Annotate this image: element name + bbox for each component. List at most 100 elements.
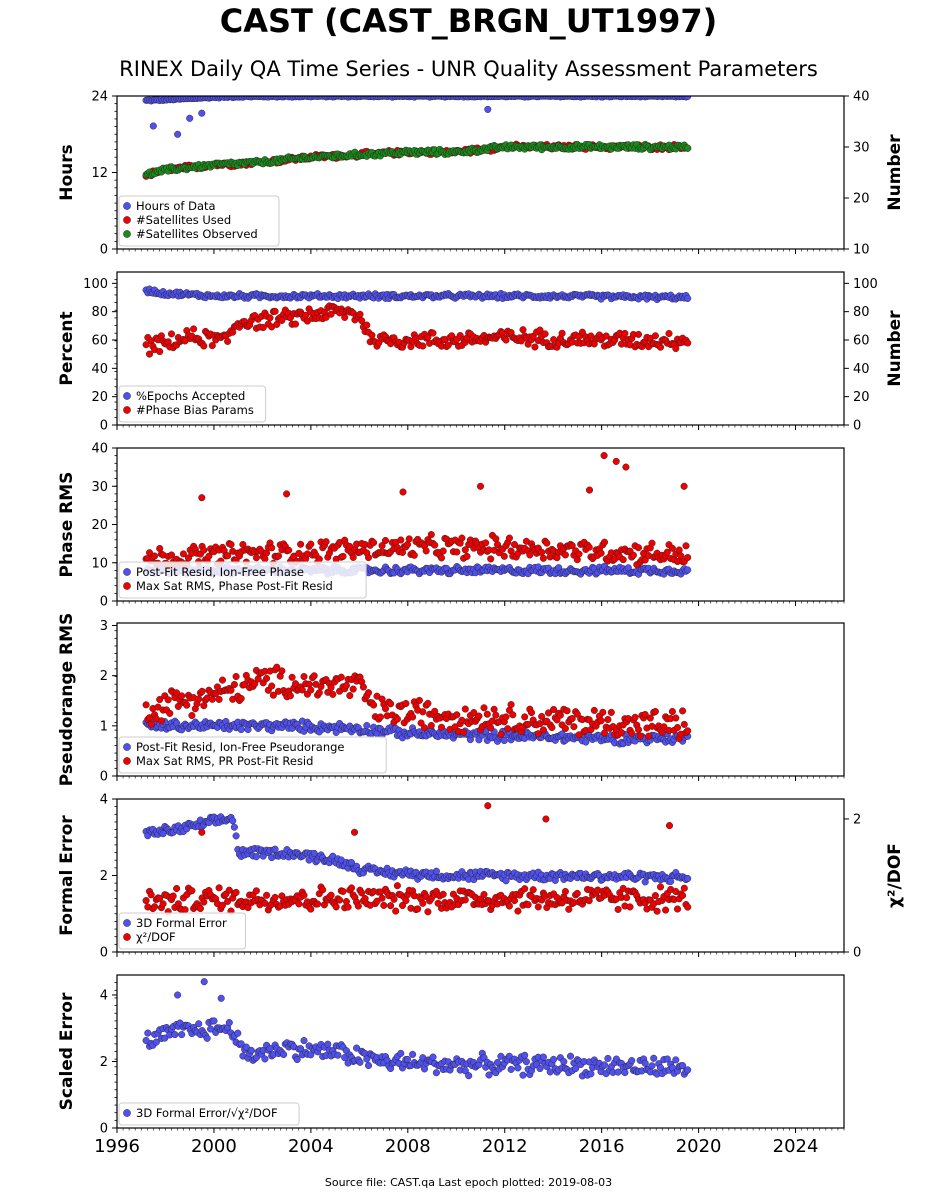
panel-2: 0 20 40 60 80 100 0 20 40 60 80 100 Percent Number %Ep…	[57, 271, 905, 434]
data-point	[237, 694, 245, 703]
data-point	[684, 566, 692, 574]
data-point	[171, 1031, 179, 1039]
y-tick-label: 0	[100, 243, 108, 258]
legend-marker	[123, 230, 131, 238]
data-point	[403, 1055, 412, 1063]
y-tick-label: 40	[91, 362, 108, 377]
outlier-point	[680, 482, 688, 490]
legend-marker	[123, 582, 131, 590]
legend-marker	[123, 743, 131, 751]
legend-marker	[123, 216, 131, 224]
data-point	[358, 889, 366, 897]
series-1-1	[142, 96, 692, 138]
y-right-tick-label: 2	[853, 812, 861, 827]
data-point	[188, 711, 196, 720]
outlier-point	[665, 822, 674, 830]
outlier-point	[217, 994, 225, 1002]
data-point	[224, 552, 232, 560]
data-point	[646, 714, 654, 722]
data-point	[336, 896, 344, 904]
outlier-point	[612, 457, 620, 465]
outlier-point	[585, 486, 594, 494]
data-point	[237, 725, 245, 734]
data-point	[556, 711, 564, 719]
data-point	[347, 884, 356, 892]
data-point	[274, 552, 283, 560]
data-point	[656, 883, 665, 891]
y-tick-label: 4	[100, 988, 108, 1003]
y-tick-label: 20	[91, 518, 108, 533]
data-point	[166, 709, 174, 717]
data-point	[144, 1029, 152, 1037]
data-point	[232, 672, 240, 681]
series-2-2	[142, 302, 692, 358]
panel-1-legend: Hours of Data#Satellites Used#Satellites…	[118, 195, 280, 247]
data-point	[682, 542, 690, 550]
data-point	[427, 531, 435, 539]
data-point	[458, 534, 466, 542]
y-tick-label: 1	[100, 719, 108, 734]
data-point	[522, 1058, 530, 1066]
data-point	[278, 667, 286, 675]
data-point	[286, 692, 294, 700]
data-point	[410, 551, 418, 559]
outlier-point	[622, 463, 630, 471]
data-point	[147, 720, 155, 728]
data-point	[514, 1064, 522, 1072]
data-point	[465, 1072, 473, 1080]
data-point	[680, 884, 688, 892]
data-point	[310, 672, 318, 680]
data-point	[668, 544, 676, 552]
data-point	[342, 681, 350, 690]
data-point	[672, 344, 680, 353]
x-tick-label: 2016	[579, 1136, 625, 1157]
data-point	[205, 552, 213, 560]
data-point	[324, 1040, 332, 1048]
data-point	[409, 713, 417, 721]
data-point	[461, 896, 469, 904]
panel-4-legend: Post-Fit Resid, Ion-Free PseudorangeMax …	[118, 736, 387, 774]
data-point	[315, 555, 323, 563]
data-point	[196, 904, 204, 913]
data-point	[672, 714, 680, 722]
data-point	[181, 906, 189, 914]
data-point	[550, 336, 558, 344]
data-point	[597, 717, 605, 725]
data-point	[234, 1029, 242, 1037]
data-point	[539, 554, 547, 562]
y-right-tick-label: 40	[853, 362, 870, 377]
data-point	[169, 892, 177, 900]
data-point	[529, 886, 537, 894]
panel-2-legend: %Epochs Accepted#Phase Bias Params	[118, 385, 267, 423]
data-point	[305, 680, 313, 688]
data-point	[380, 901, 388, 909]
data-point	[409, 1050, 417, 1058]
data-point	[665, 329, 673, 338]
y-tick-label: 24	[91, 90, 108, 105]
y-right-tick-label: 40	[853, 90, 870, 105]
data-point	[651, 707, 659, 716]
data-point	[288, 673, 296, 681]
data-point	[480, 890, 488, 899]
data-point	[145, 350, 154, 358]
data-point	[651, 892, 659, 900]
data-point	[672, 1056, 680, 1064]
data-point	[604, 1054, 612, 1062]
y-tick-label: 40	[91, 442, 108, 457]
data-point	[550, 1055, 558, 1063]
data-point	[337, 673, 345, 681]
data-point	[675, 546, 683, 554]
data-point	[673, 905, 682, 913]
data-point	[439, 547, 447, 555]
legend-label: χ²/DOF	[136, 930, 176, 944]
data-point	[437, 723, 446, 731]
data-point	[300, 891, 308, 899]
data-point	[419, 708, 427, 716]
data-point	[230, 823, 238, 831]
data-point	[392, 907, 400, 915]
series-5-1	[142, 813, 692, 886]
data-point	[314, 900, 322, 908]
data-point	[475, 712, 483, 720]
data-point	[480, 704, 488, 712]
data-point	[570, 723, 578, 731]
